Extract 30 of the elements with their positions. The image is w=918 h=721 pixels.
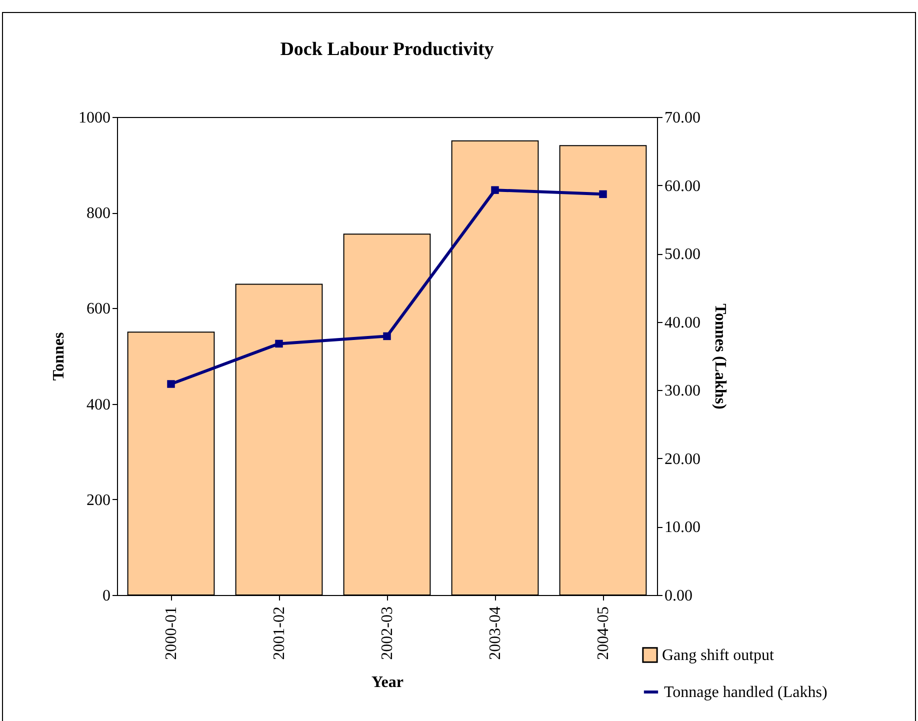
y-tick-label: 0 bbox=[102, 588, 110, 604]
y-tick-label: 200 bbox=[86, 492, 110, 509]
point bbox=[599, 190, 607, 198]
y2-tick-label: 60.00 bbox=[664, 178, 700, 195]
x-tick-label: 2001-02 bbox=[271, 606, 288, 660]
y-tick-label: 400 bbox=[86, 396, 110, 414]
x-tick-label: 2000-01 bbox=[163, 606, 180, 660]
y2-tick-label: 40.00 bbox=[664, 314, 700, 332]
y2-tick-label: 30.00 bbox=[664, 382, 700, 400]
y-tick-label: 1000 bbox=[78, 110, 110, 126]
y-tick-label: 800 bbox=[86, 205, 110, 222]
y2-tick-label: 0.00 bbox=[664, 588, 692, 604]
legend-label: Gang shift output bbox=[662, 647, 775, 664]
y2-tick-label: 20.00 bbox=[664, 450, 700, 468]
x-tick-label: 2003-04 bbox=[487, 606, 504, 660]
y-axis-title: Tonnes bbox=[50, 332, 68, 381]
y-tick-label: 600 bbox=[86, 300, 110, 318]
y2-tick-label: 50.00 bbox=[664, 246, 700, 264]
point bbox=[491, 186, 499, 194]
y2-axis-title: Tonnes (Lakhs) bbox=[712, 304, 728, 410]
chart-title: Dock Labour Productivity bbox=[280, 39, 494, 60]
point bbox=[167, 380, 175, 388]
x-tick-label: 2004-05 bbox=[595, 606, 612, 660]
x-tick-label: 2002-03 bbox=[379, 606, 396, 660]
y2-tick-label: 70.00 bbox=[664, 110, 700, 126]
y2-tick-label: 10.00 bbox=[664, 519, 700, 536]
legend-label: Tonnage handled (Lakhs) bbox=[664, 684, 828, 701]
x-axis-title: Year bbox=[372, 674, 404, 691]
point bbox=[275, 340, 283, 348]
point bbox=[383, 332, 391, 340]
